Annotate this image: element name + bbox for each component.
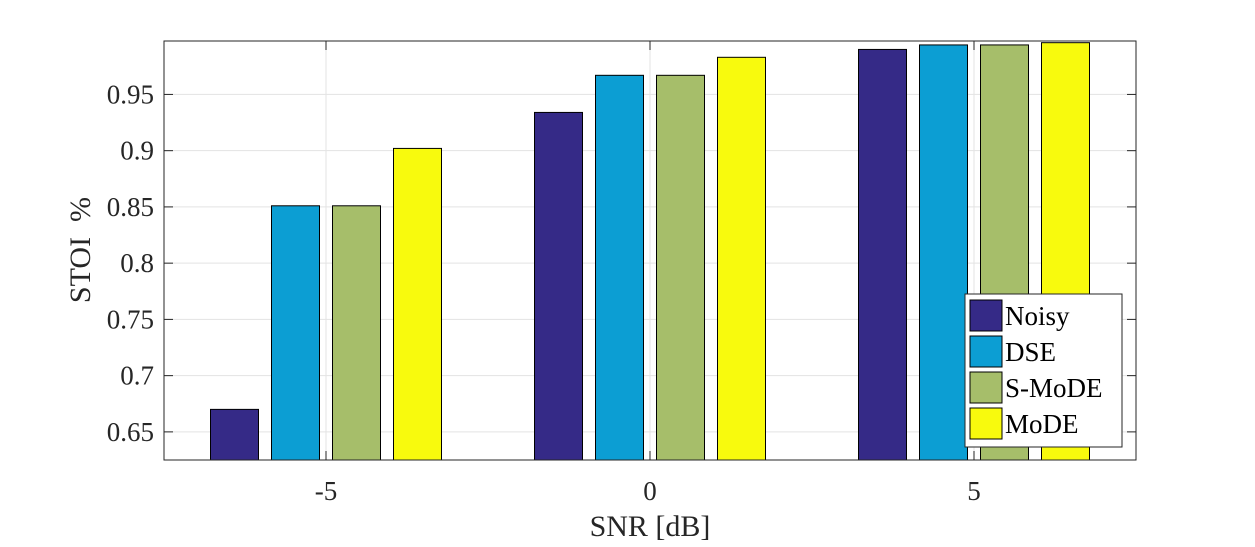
y-tick-label: 0.85 [107, 192, 154, 222]
legend-swatch [969, 299, 1003, 332]
axis-ticks [164, 41, 1136, 460]
bar-noisy-1 [534, 111, 583, 461]
legend-label: MoDE [1005, 409, 1079, 439]
legend-swatch [969, 371, 1003, 404]
y-tick-label: 0.8 [120, 248, 154, 278]
x-tick-label: -5 [315, 476, 338, 506]
tick-labels: 0.65 0.7 0.75 0.8 0.85 0.9 0.95 -5 0 5 [107, 79, 981, 506]
x-tick-label: 0 [643, 476, 657, 506]
y-tick-label: 0.65 [107, 417, 154, 447]
y-tick-label: 0.7 [120, 361, 154, 391]
legend-label: Noisy [1005, 301, 1070, 331]
legend-label: S-MoDE [1005, 373, 1103, 403]
legend: Noisy DSE S-MoDE MoDE [964, 293, 1123, 448]
bar-s-mode-0 [332, 205, 381, 461]
legend-label: DSE [1005, 337, 1056, 367]
x-axis-title: SNR [dB] [590, 510, 711, 543]
bar-mode-1 [717, 56, 766, 461]
bar-noisy-2 [858, 48, 907, 461]
bar-s-mode-1 [656, 74, 705, 461]
legend-swatch [969, 335, 1003, 368]
bar-dse-1 [595, 74, 644, 461]
bar-dse-2 [919, 44, 968, 461]
y-tick-label: 0.9 [120, 136, 154, 166]
bar-noisy-0 [210, 408, 259, 461]
bar-mode-0 [393, 147, 442, 461]
bar-dse-0 [271, 205, 320, 461]
y-tick-label: 0.75 [107, 304, 154, 334]
x-tick-label: 5 [967, 476, 981, 506]
grid-lines [164, 41, 1136, 460]
legend-swatch [969, 407, 1003, 440]
y-tick-label: 0.95 [107, 79, 154, 109]
y-axis-title: STOI % [64, 197, 97, 303]
